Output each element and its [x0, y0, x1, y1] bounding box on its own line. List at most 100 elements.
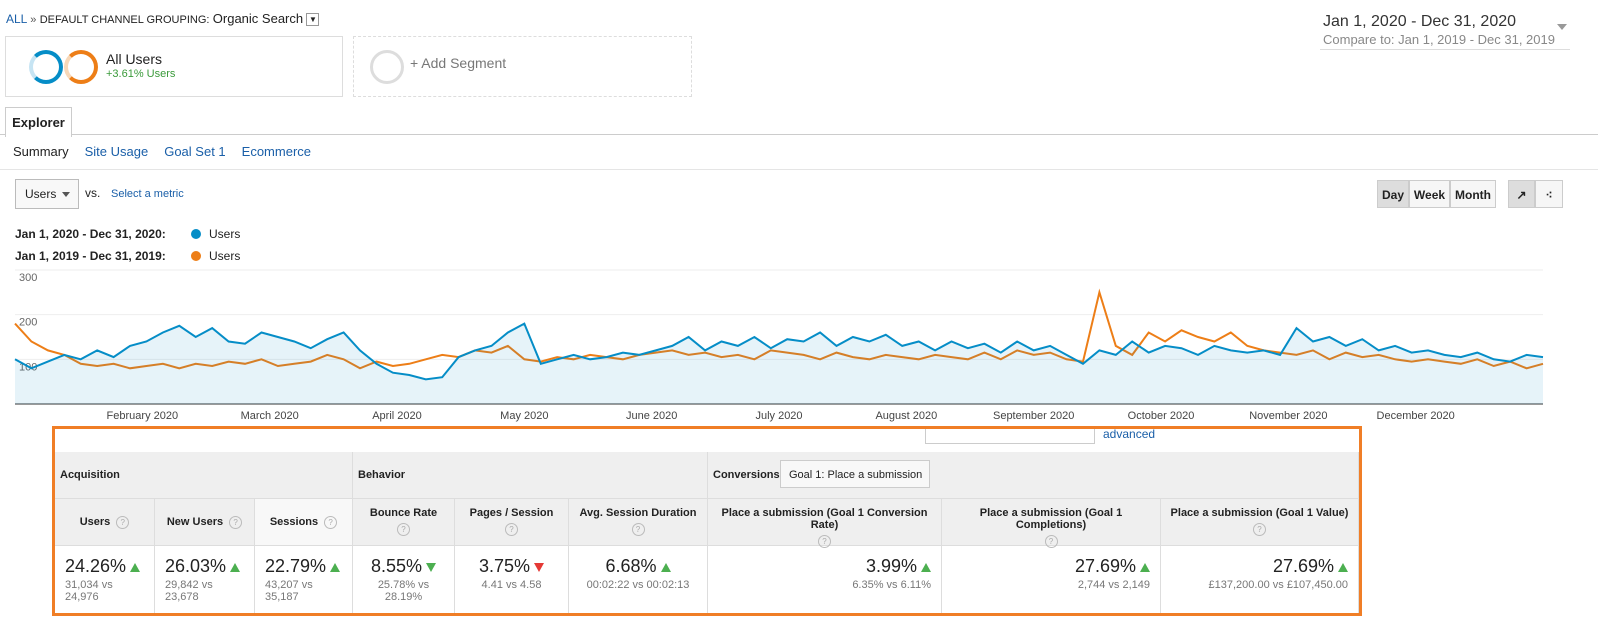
- granularity-button[interactable]: Month: [1450, 180, 1496, 208]
- metric-detail: 29,842 vs 23,678: [165, 579, 213, 603]
- metric-change: 8.55%: [363, 556, 444, 577]
- metric-value: 24.26%: [65, 556, 127, 576]
- metric: Users: [25, 187, 57, 201]
- column-header[interactable]: Place a submission (Goal 1 Completions)?: [942, 499, 1161, 548]
- select-metric[interactable]: Select a metric: [111, 188, 184, 200]
- caret: [62, 192, 70, 197]
- segment-card[interactable]: All Users +3.61% Users: [5, 36, 343, 97]
- metric-value: 8.55%: [370, 556, 423, 576]
- column-header[interactable]: Bounce Rate?: [353, 499, 455, 546]
- line-chart-toggle[interactable]: ↗: [1508, 180, 1535, 208]
- goal-select-label: Goal 1: Place a submission: [789, 469, 923, 481]
- column-header[interactable]: Pages / Session?: [455, 499, 569, 546]
- trend-arrow: [1338, 562, 1348, 572]
- column-header[interactable]: Sessions?: [255, 499, 353, 546]
- trend-arrow: [330, 562, 341, 572]
- metric-change: 6.68%: [579, 556, 697, 577]
- summary-table: Acquisition Behavior Conversions Goal 1: Pl…: [52, 426, 1362, 616]
- metric-value: 27.69%: [1272, 556, 1334, 576]
- dimension-value: Organic Search: [212, 11, 304, 26]
- column-header[interactable]: Users?: [55, 499, 155, 546]
- x-tick-label: September 2020: [993, 410, 1074, 422]
- metric-cell: 26.03% 29,842 vs 23,678: [155, 546, 255, 613]
- metric-detail: 00:02:22 vs 00:02:13: [586, 579, 690, 591]
- metric-change: 27.69%: [1171, 556, 1348, 577]
- dimension: DEFAULT CHANNEL GROUPING:: [39, 14, 210, 26]
- legend-label: Users: [209, 249, 241, 263]
- column-name: New Users: [166, 516, 224, 528]
- granularity-button[interactable]: Day: [1377, 180, 1409, 208]
- legend-label: Users: [209, 227, 241, 241]
- metric-detail: £137,200.00 vs £107,450.00: [1208, 579, 1348, 591]
- legend-period: Jan 1, 2019 - Dec 31, 2019:: [15, 249, 166, 263]
- column-name: Place a submission (Goal 1 Conversion Ra…: [721, 507, 928, 531]
- metric-cell: 27.69% 2,744 vs 2,149: [942, 546, 1161, 613]
- metric-value: 3.99%: [865, 556, 917, 576]
- column-name: Users: [79, 516, 111, 528]
- segment-icon: [29, 50, 63, 84]
- metric-change: 3.75%: [465, 556, 558, 577]
- help-icon: ?: [818, 535, 831, 548]
- metric-cell: 3.75% 4.41 vs 4.58: [455, 546, 569, 613]
- segment-change: +3.61% Users: [106, 68, 176, 80]
- subtab[interactable]: Summary: [13, 144, 69, 159]
- add-segment[interactable]: + Add Segment: [353, 36, 692, 97]
- help-icon: ?: [631, 523, 645, 536]
- column-header[interactable]: Place a submission (Goal 1 Conversion Ra…: [708, 499, 942, 548]
- granularity-button[interactable]: Week: [1409, 180, 1450, 208]
- help-icon: ?: [1044, 535, 1058, 548]
- column-header[interactable]: New Users?: [155, 499, 255, 546]
- motion-chart-toggle[interactable]: ⁖: [1535, 180, 1563, 208]
- dropdown[interactable]: ▼: [306, 13, 320, 27]
- subtab[interactable]: Goal Set 1: [164, 144, 226, 159]
- metric-change: 27.69%: [952, 556, 1150, 577]
- help-icon: ?: [505, 523, 518, 536]
- metric-cell: 3.99% 6.35% vs 6.11%: [708, 546, 942, 613]
- x-tick-label: August 2020: [875, 410, 937, 422]
- help-icon: ?: [1253, 523, 1266, 536]
- breadcrumb-root[interactable]: ALL: [6, 12, 27, 26]
- group-header: Acquisition: [55, 452, 353, 499]
- subtab[interactable]: Ecommerce: [241, 144, 312, 159]
- group-header: Behavior: [353, 452, 708, 499]
- area: [15, 323, 1543, 404]
- date-dropdown[interactable]: [1557, 24, 1567, 30]
- date-range[interactable]: Jan 1, 2020 - Dec 31, 2020: [1323, 13, 1517, 30]
- group-label: Acquisition: [60, 469, 120, 481]
- metric-value: 6.68%: [605, 556, 657, 576]
- metric-change: 3.99%: [718, 556, 931, 577]
- metric-detail: 43,207 vs 35,187: [265, 579, 313, 603]
- goal-select[interactable]: Goal 1: Place a submission: [780, 460, 930, 488]
- metric-detail: 4.41 vs 4.58: [481, 579, 542, 591]
- column-name: Pages / Session: [469, 507, 554, 519]
- column-name: Place a submission (Goal 1 Value): [1170, 507, 1349, 519]
- legend-dot: [191, 229, 201, 239]
- divider: [0, 134, 1598, 135]
- metric-dropdown[interactable]: Users: [15, 179, 79, 209]
- trend-arrow: [921, 562, 931, 572]
- metric-value: 27.69%: [1074, 556, 1136, 576]
- x-tick-label: June 2020: [626, 410, 677, 422]
- help-icon: ?: [397, 523, 410, 536]
- column-header[interactable]: Avg. Session Duration?: [569, 499, 708, 546]
- search-box[interactable]: [925, 427, 1095, 444]
- subtab[interactable]: Site Usage: [84, 144, 149, 159]
- metric-cell: 27.69% £137,200.00 vs £107,450.00: [1161, 546, 1359, 613]
- metric-detail: 6.35% vs 6.11%: [852, 579, 931, 591]
- column-name: Bounce Rate: [369, 507, 438, 519]
- advanced-link[interactable]: advanced: [1103, 427, 1156, 441]
- metric-cell: 22.79% 43,207 vs 35,187: [255, 546, 353, 613]
- tab-explorer[interactable]: Explorer: [5, 107, 72, 137]
- y-tick-label: 200: [19, 317, 37, 329]
- x-tick-label: March 2020: [241, 410, 299, 422]
- group-label: Conversions: [713, 469, 780, 481]
- series-line: [14, 288, 1544, 370]
- column-header[interactable]: Place a submission (Goal 1 Value)?: [1161, 499, 1359, 546]
- separator: »: [30, 14, 37, 26]
- x-tick-label: October 2020: [1128, 410, 1195, 422]
- group-header: Conversions Goal 1: Place a submission: [708, 452, 1359, 499]
- help-icon: ?: [116, 516, 130, 529]
- metric-cell: 24.26% 31,034 vs 24,976: [55, 546, 155, 613]
- segment-icon: [370, 50, 404, 84]
